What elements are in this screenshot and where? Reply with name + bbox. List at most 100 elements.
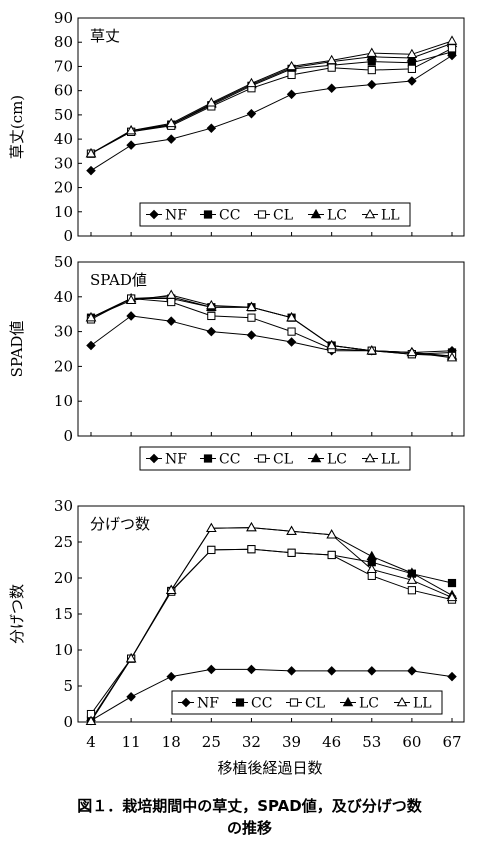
chart-3-point-NF-5: [286, 666, 297, 676]
chart-1-point-NF-6: [326, 83, 337, 94]
chart-1-point-LL-3: [206, 97, 217, 107]
chart-1-point-NF-0: [86, 165, 96, 176]
chart-2-point-CL-2-shape: [167, 297, 176, 307]
chart-1-point-CL-7-shape: [367, 65, 376, 75]
chart-2-legend: NF CC CL LC LL: [139, 446, 411, 471]
chart-2-legend-item-LC: LC: [308, 452, 347, 468]
chart-2-series-LC: [85, 291, 458, 360]
chart-1-legend-item-LC: LC: [308, 208, 347, 224]
chart-2-point-LL-3: [206, 299, 217, 310]
chart-2-line-CC: [90, 298, 453, 355]
chart-1-point-LL-3-shape: [206, 97, 217, 107]
chart-2-legend-marker-NF: [149, 453, 159, 464]
chart-2-legend-label-CL: CL: [273, 452, 293, 468]
chart-3-ytick-label-1: 5: [63, 677, 73, 695]
chart-2-legend-box: [139, 446, 411, 471]
chart-1-ytick-label-6: 60: [54, 82, 73, 100]
chart-3-point-LL-1: [125, 653, 137, 663]
chart-3-legend-marker-LL: [396, 696, 408, 707]
chart-3-point-NF-8: [407, 666, 417, 676]
chart-2-legend-marker-CC-shape: [203, 454, 213, 463]
chart-2-line-NF: [90, 315, 453, 354]
chart-2-legend-marker-LC: [310, 452, 322, 463]
chart-1-ytick-label-0: 0: [63, 227, 73, 245]
chart-1-point-LL-4-shape: [246, 77, 257, 88]
chart-3-point-CL-8-shape: [407, 586, 416, 595]
chart-3-point-LL-3-shape: [206, 522, 217, 533]
chart-2-point-CL-5-shape: [287, 327, 296, 336]
chart-3-line-LL: [90, 527, 453, 722]
chart-3-legend-item-CL: CL: [286, 696, 325, 712]
chart-1-point-CL-6-shape: [327, 63, 336, 72]
chart-1-line-NF: [90, 55, 453, 172]
chart-3-ylabel: 分げつ数: [8, 584, 26, 644]
chart-1-legend-marker-LL-shape: [364, 208, 376, 219]
chart-3-point-CL-7-shape: [367, 571, 376, 580]
chart-2-frame: [77, 261, 465, 437]
chart-3-point-NF-9: [447, 671, 457, 682]
chart-2-point-LL-0: [85, 312, 97, 322]
chart-3-legend-box: [171, 690, 443, 715]
chart-3-series-LL: [85, 521, 458, 725]
chart-2-line-LL: [90, 294, 453, 359]
chart-3-legend-label-LL: LL: [413, 696, 432, 712]
chart-1-legend-marker-CC-shape: [203, 210, 213, 219]
chart-1-point-LL-6: [326, 54, 337, 65]
chart-3-ytick-label-2: 10: [54, 641, 73, 659]
chart-3-ytick-label-6: 30: [54, 497, 73, 515]
x-axis: 4 11 18 25 32 39 46 53 60 67 移植後経過日数: [86, 733, 461, 777]
chart-2-ytick-label-5: 50: [54, 253, 73, 271]
chart-3-point-NF-3: [206, 664, 217, 675]
chart-2-point-LL-2: [165, 289, 177, 299]
chart-2-legend-marker-CL-shape: [257, 454, 267, 463]
chart-3-legend: NF CC CL LC LL: [171, 690, 443, 715]
chart-3-point-LC-7: [366, 550, 378, 561]
chart-1-point-CL-9: [447, 44, 457, 53]
chart-2-ylabel: SPAD値: [8, 321, 26, 378]
chart-2-point-LL-8: [406, 346, 418, 357]
chart-2-point-NF-2-shape: [166, 316, 176, 326]
chart-2-line-LC: [90, 296, 453, 357]
chart-3-point-NF-6-shape: [326, 666, 337, 676]
chart-2-legend-label-CC: CC: [219, 452, 240, 468]
chart-1-point-NF-0-shape: [86, 165, 96, 176]
chart-3-point-LL-5-shape: [286, 525, 297, 535]
chart-1-point-CL-6: [327, 63, 336, 72]
chart-1-line-CL: [90, 47, 453, 155]
chart-2-point-CL-4-shape: [247, 313, 256, 322]
chart-1-title: 草丈: [90, 27, 120, 45]
chart-1-line-CC: [90, 51, 453, 155]
chart-3-legend-marker-LC-shape: [342, 696, 354, 707]
xtick-label-0: 4: [86, 733, 96, 751]
chart-3-legend-label-LC: LC: [359, 696, 379, 712]
chart-1-ytick-label-3: 30: [54, 154, 73, 172]
chart-1-point-LL-4: [246, 77, 257, 88]
chart-3-legend-item-NF: NF: [178, 696, 219, 712]
chart-2-point-LL-5: [286, 312, 297, 322]
chart-3-legend-marker-LL-shape: [396, 696, 408, 707]
chart-2-legend-label-NF: NF: [165, 452, 187, 468]
chart-3-point-CL-3: [207, 545, 216, 555]
chart-1-point-CL-5: [287, 70, 296, 80]
chart-3-legend-label-NF: NF: [197, 696, 219, 712]
chart-3-ytick-label-3: 15: [54, 605, 73, 623]
chart-2-point-NF-4-shape: [246, 330, 257, 340]
chart-1-point-LL-2: [165, 117, 177, 128]
chart-2-point-LL-1-shape: [125, 294, 137, 304]
chart-1-point-NF-2-shape: [166, 134, 176, 144]
x-axis-title: 移植後経過日数: [217, 759, 322, 777]
chart-1-frame: [77, 17, 465, 237]
chart-3-legend-marker-NF: [181, 697, 191, 708]
chart-2-point-LL-0-shape: [85, 312, 97, 322]
chart-2-point-LL-9-shape: [446, 352, 458, 362]
chart-2-point-LL-1: [125, 294, 137, 304]
chart-2-ytick-label-3: 30: [54, 323, 73, 341]
chart-3-ytick-label-0: 0: [63, 713, 73, 731]
chart-3-point-CL-4: [247, 545, 256, 554]
chart-1-legend-marker-LC: [310, 208, 322, 219]
chart-3-legend-item-LC: LC: [340, 696, 379, 712]
chart-1-legend-item-CL: CL: [254, 208, 293, 224]
xtick-label-1: 11: [122, 733, 141, 751]
chart-1-series-CC: [86, 47, 457, 158]
